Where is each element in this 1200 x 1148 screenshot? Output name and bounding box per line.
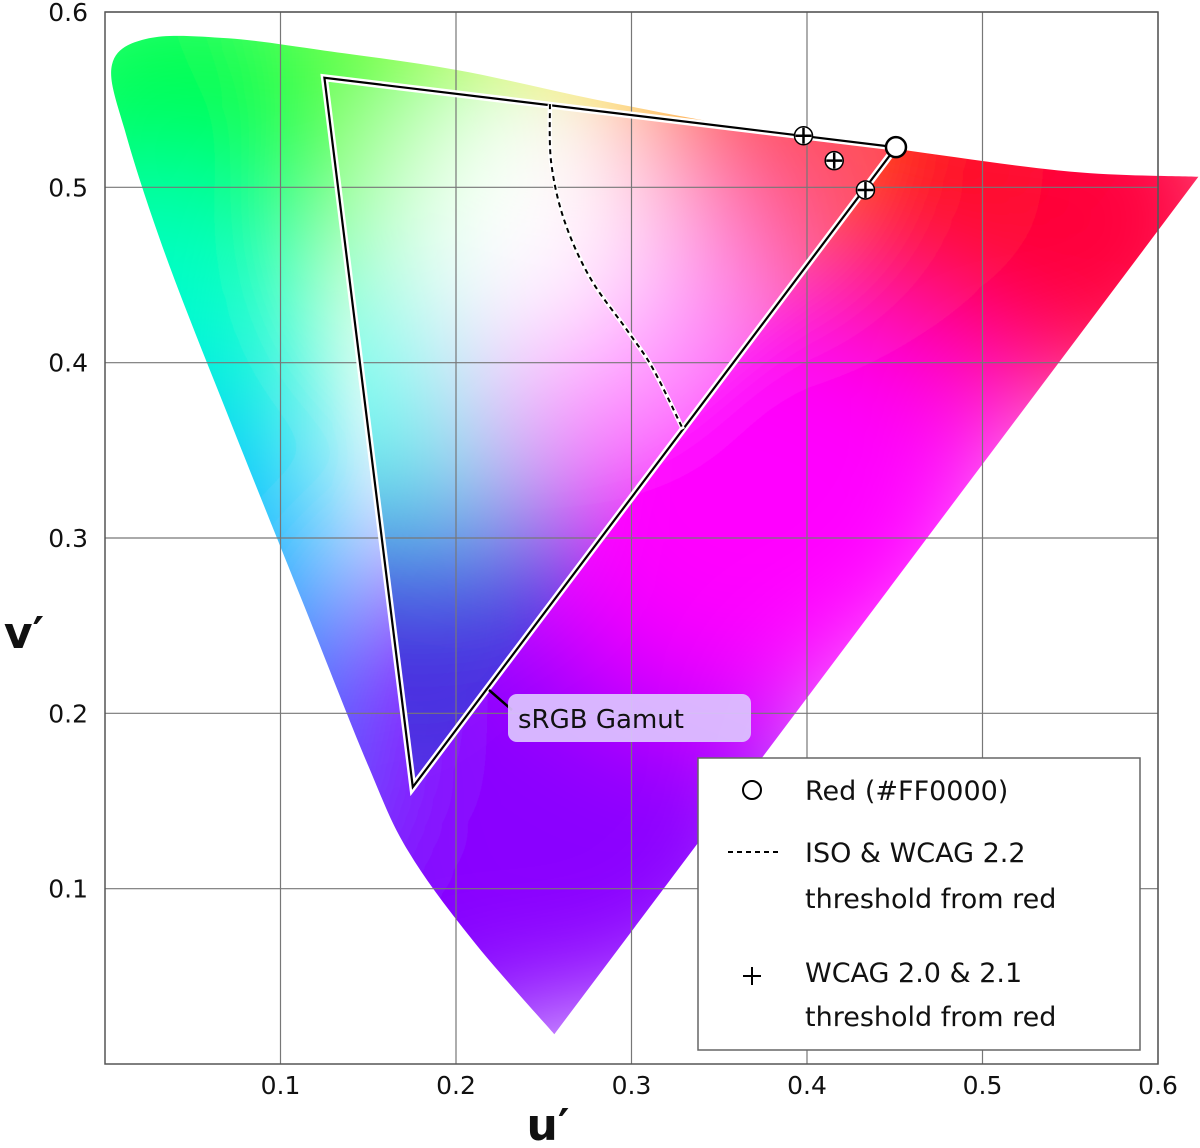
legend-circle-marker: [742, 780, 762, 800]
wcag20-threshold-point: [855, 180, 876, 200]
wcag20-threshold-point: [793, 126, 814, 146]
wcag20-threshold-points: [793, 126, 876, 200]
x-tick-label: 0.5: [963, 1071, 1003, 1100]
srgb-gamut-outline: [320, 73, 903, 797]
callout-label: sRGB Gamut: [518, 705, 684, 735]
legend-box: [697, 757, 1141, 1051]
legend-label-iso-line1: ISO & WCAG 2.2: [805, 838, 1026, 869]
y-tick-label: 0.4: [48, 349, 88, 378]
x-tick-label: 0.3: [612, 1071, 652, 1100]
legend-label-wcag20-line1: WCAG 2.0 & 2.1: [805, 958, 1022, 989]
x-axis-title: u′: [527, 1100, 570, 1148]
legend-label-wcag20-line2: threshold from red: [805, 1002, 1056, 1033]
legend-entry-iso-wcag22: ISO & WCAG 2.2 threshold from red: [728, 838, 1056, 915]
y-axis-title: v′: [4, 608, 44, 659]
x-tick-label: 0.4: [787, 1071, 827, 1100]
iso-wcag22-threshold: [547, 104, 685, 431]
x-tick-label: 0.1: [261, 1071, 301, 1100]
legend-entry-red: Red (#FF0000): [742, 776, 1008, 807]
x-tick-label: 0.6: [1138, 1071, 1178, 1100]
callout-box: [508, 694, 751, 742]
threshold-curve: [548, 104, 684, 430]
srgb-gamut-outline-line: [323, 76, 899, 790]
x-tick-label: 0.2: [436, 1071, 476, 1100]
legend-label-iso-line2: threshold from red: [805, 884, 1056, 915]
legend-label-red: Red (#FF0000): [805, 776, 1008, 807]
wcag20-threshold-point: [824, 150, 844, 171]
plot-frame: [104, 11, 1159, 1065]
srgb-gamut-callout: sRGB Gamut: [488, 689, 751, 742]
y-tick-label: 0.1: [48, 875, 88, 904]
red-point: [884, 135, 908, 159]
legend: Red (#FF0000) ISO & WCAG 2.2 threshold f…: [697, 757, 1141, 1051]
y-tick-label: 0.6: [48, 0, 88, 27]
y-tick-labels: 0.1 0.2 0.3 0.4 0.5 0.6: [48, 0, 88, 904]
x-tick-labels: 0.1 0.2 0.3 0.4 0.5 0.6: [261, 1071, 1178, 1100]
red-primary-marker: [884, 135, 908, 159]
y-tick-label: 0.5: [48, 173, 88, 202]
y-tick-label: 0.3: [48, 524, 88, 553]
y-tick-label: 0.2: [48, 699, 88, 728]
legend-entry-wcag20: WCAG 2.0 & 2.1 threshold from red: [743, 958, 1056, 1033]
